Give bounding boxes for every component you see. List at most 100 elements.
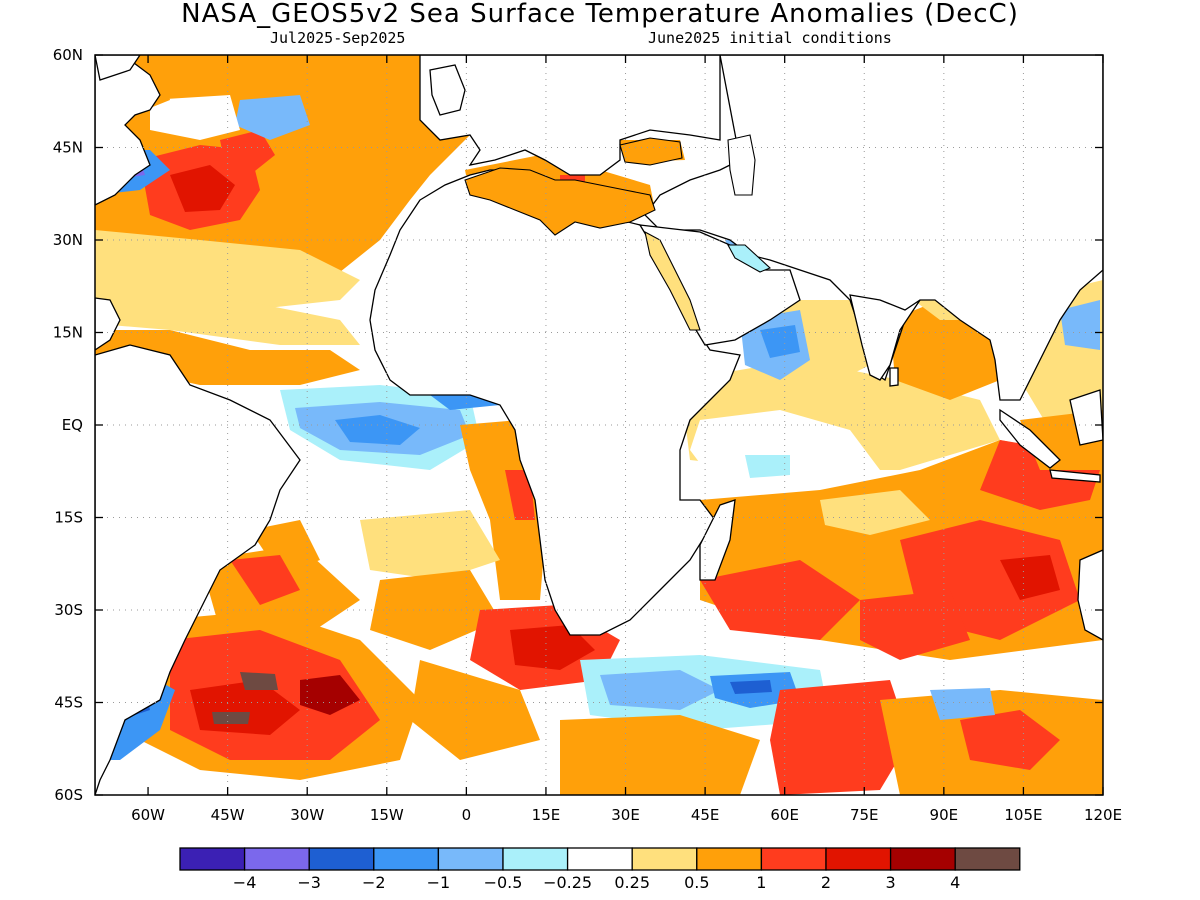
lat-tick-label: 30S [54, 601, 83, 619]
colorbar-swatch [308, 847, 375, 871]
colorbar: −4 −3 −2 −1 −0.5 −0.25 0.25 0.5 1 2 3 4 [179, 847, 1021, 892]
colorbar-swatch [566, 847, 633, 871]
land-sumatra [999, 408, 1061, 469]
land-madagascar [699, 499, 736, 581]
anomaly-patch-so-cold [600, 670, 720, 710]
colorbar-swatch [437, 847, 504, 871]
colorbar-label: −3 [297, 873, 321, 892]
land-british-isles [429, 64, 466, 116]
land-europe [419, 55, 721, 176]
axis-ticks: 60W 45W 30W 15W 0 15E 30E 45E 60E 75E 90E 105E 120E 6… [53, 46, 1122, 824]
land-south-america [95, 344, 301, 795]
lon-tick-label: 75E [850, 806, 879, 824]
anomaly-patch-sa-red [230, 555, 300, 605]
lat-tick-label: 15S [54, 509, 83, 527]
anomaly-patch-io-light2 [820, 490, 930, 535]
anomaly-patch-so-cold-core [730, 680, 772, 694]
colorbar-swatch [502, 847, 569, 871]
anomaly-patch-sa-light [360, 510, 500, 580]
anomaly-patch-ne-atlantic [220, 130, 275, 175]
anomaly-patch-io-red4 [860, 590, 970, 660]
lat-tick-label: 60N [53, 46, 83, 64]
lat-tick-label: 60S [54, 786, 83, 804]
land-persian-gulf [727, 244, 772, 273]
anomaly-patch-bm-white [95, 760, 230, 795]
colorbar-swatch [889, 847, 956, 871]
colorbar-label: −1 [427, 873, 451, 892]
colorbar-swatch [696, 847, 763, 871]
anomaly-field [95, 55, 1103, 795]
map-title: NASA_GEOS5v2 Sea Surface Temperature Ano… [181, 0, 1019, 29]
lon-tick-label: 120E [1084, 806, 1122, 824]
colorbar-swatch [825, 847, 892, 871]
land-caspian-sea [727, 134, 756, 196]
colorbar-label: 4 [950, 873, 960, 892]
lon-tick-label: 0 [462, 806, 472, 824]
anomaly-patch-eq-cold-core [335, 415, 420, 445]
colorbar-swatch [179, 847, 246, 871]
anomaly-patch-sa-orange3 [370, 570, 500, 650]
anomaly-patch-kerguelen-red2 [960, 710, 1060, 770]
anomaly-patch-so-cold-east [930, 688, 995, 720]
land-red-sea [644, 230, 701, 331]
land-sri-lanka [889, 367, 899, 387]
colorbar-label: −0.25 [543, 873, 592, 892]
anomaly-patch-scs-cold [1060, 300, 1100, 350]
land-australia [1077, 549, 1103, 641]
anomaly-patch-kerguelen [770, 680, 910, 795]
lat-tick-label: 30N [53, 231, 83, 249]
anomaly-patch-na-light [95, 230, 360, 320]
lon-tick-label: 30E [611, 806, 640, 824]
anomaly-patch-agulhas-orange [410, 660, 540, 760]
initial-conditions: June2025 initial conditions [648, 29, 892, 47]
lon-tick-label: 30W [290, 806, 324, 824]
anomaly-patch-so-warm-south [560, 715, 760, 795]
lat-tick-label: 45S [54, 694, 83, 712]
lat-tick-label: 15N [53, 324, 83, 342]
anomaly-patch-io-red3 [700, 560, 860, 640]
colorbar-swatch [631, 847, 698, 871]
colorbar-swatch [954, 847, 1021, 871]
anomaly-patch-io-dark [1000, 555, 1060, 600]
lon-tick-label: 45W [211, 806, 245, 824]
land-mediterranean-sea [464, 167, 656, 236]
anomaly-patch-north-cold [235, 95, 310, 140]
anomaly-patch-bm-brown2 [212, 712, 250, 724]
lon-tick-label: 105E [1004, 806, 1042, 824]
land-masses [95, 55, 1103, 795]
lon-tick-label: 15E [532, 806, 561, 824]
lon-tick-label: 60W [131, 806, 165, 824]
lon-tick-label: 90E [930, 806, 959, 824]
colorbar-label: 3 [886, 873, 896, 892]
land-black-sea [619, 137, 683, 166]
colorbar-swatch [243, 847, 310, 871]
colorbar-label: 0.25 [614, 873, 650, 892]
anomaly-patch-benguela [505, 470, 535, 520]
anomaly-patch-bm-darker [300, 675, 360, 715]
anomaly-patch-agulhas-core [510, 625, 595, 670]
colorbar-label: 1 [756, 873, 766, 892]
anomaly-patch-sa-warm2 [250, 520, 320, 575]
land-java [1049, 469, 1101, 483]
lon-tick-label: 15W [370, 806, 404, 824]
land-greenland [95, 55, 141, 81]
land-india [849, 294, 921, 381]
colorbar-label: −0.5 [484, 873, 523, 892]
land-borneo [1069, 389, 1103, 446]
colorbar-swatch [373, 847, 440, 871]
anomaly-patch-gulf-stream-core [170, 165, 235, 212]
colorbar-label: −2 [362, 873, 386, 892]
colorbar-swatch [760, 847, 827, 871]
colorbar-label: 2 [821, 873, 831, 892]
gridlines [95, 55, 1103, 795]
colorbar-label: −4 [233, 873, 257, 892]
colorbar-label: 0.5 [684, 873, 709, 892]
lon-tick-label: 60E [770, 806, 799, 824]
lat-tick-label: EQ [62, 416, 83, 434]
anomaly-patch-arabian-cold-core [760, 325, 800, 358]
anomaly-patch-north-white [150, 95, 240, 140]
lon-tick-label: 45E [691, 806, 720, 824]
anomaly-patch-bm-brown1 [240, 672, 278, 690]
forecast-period: Jul2025-Sep2025 [270, 29, 406, 47]
